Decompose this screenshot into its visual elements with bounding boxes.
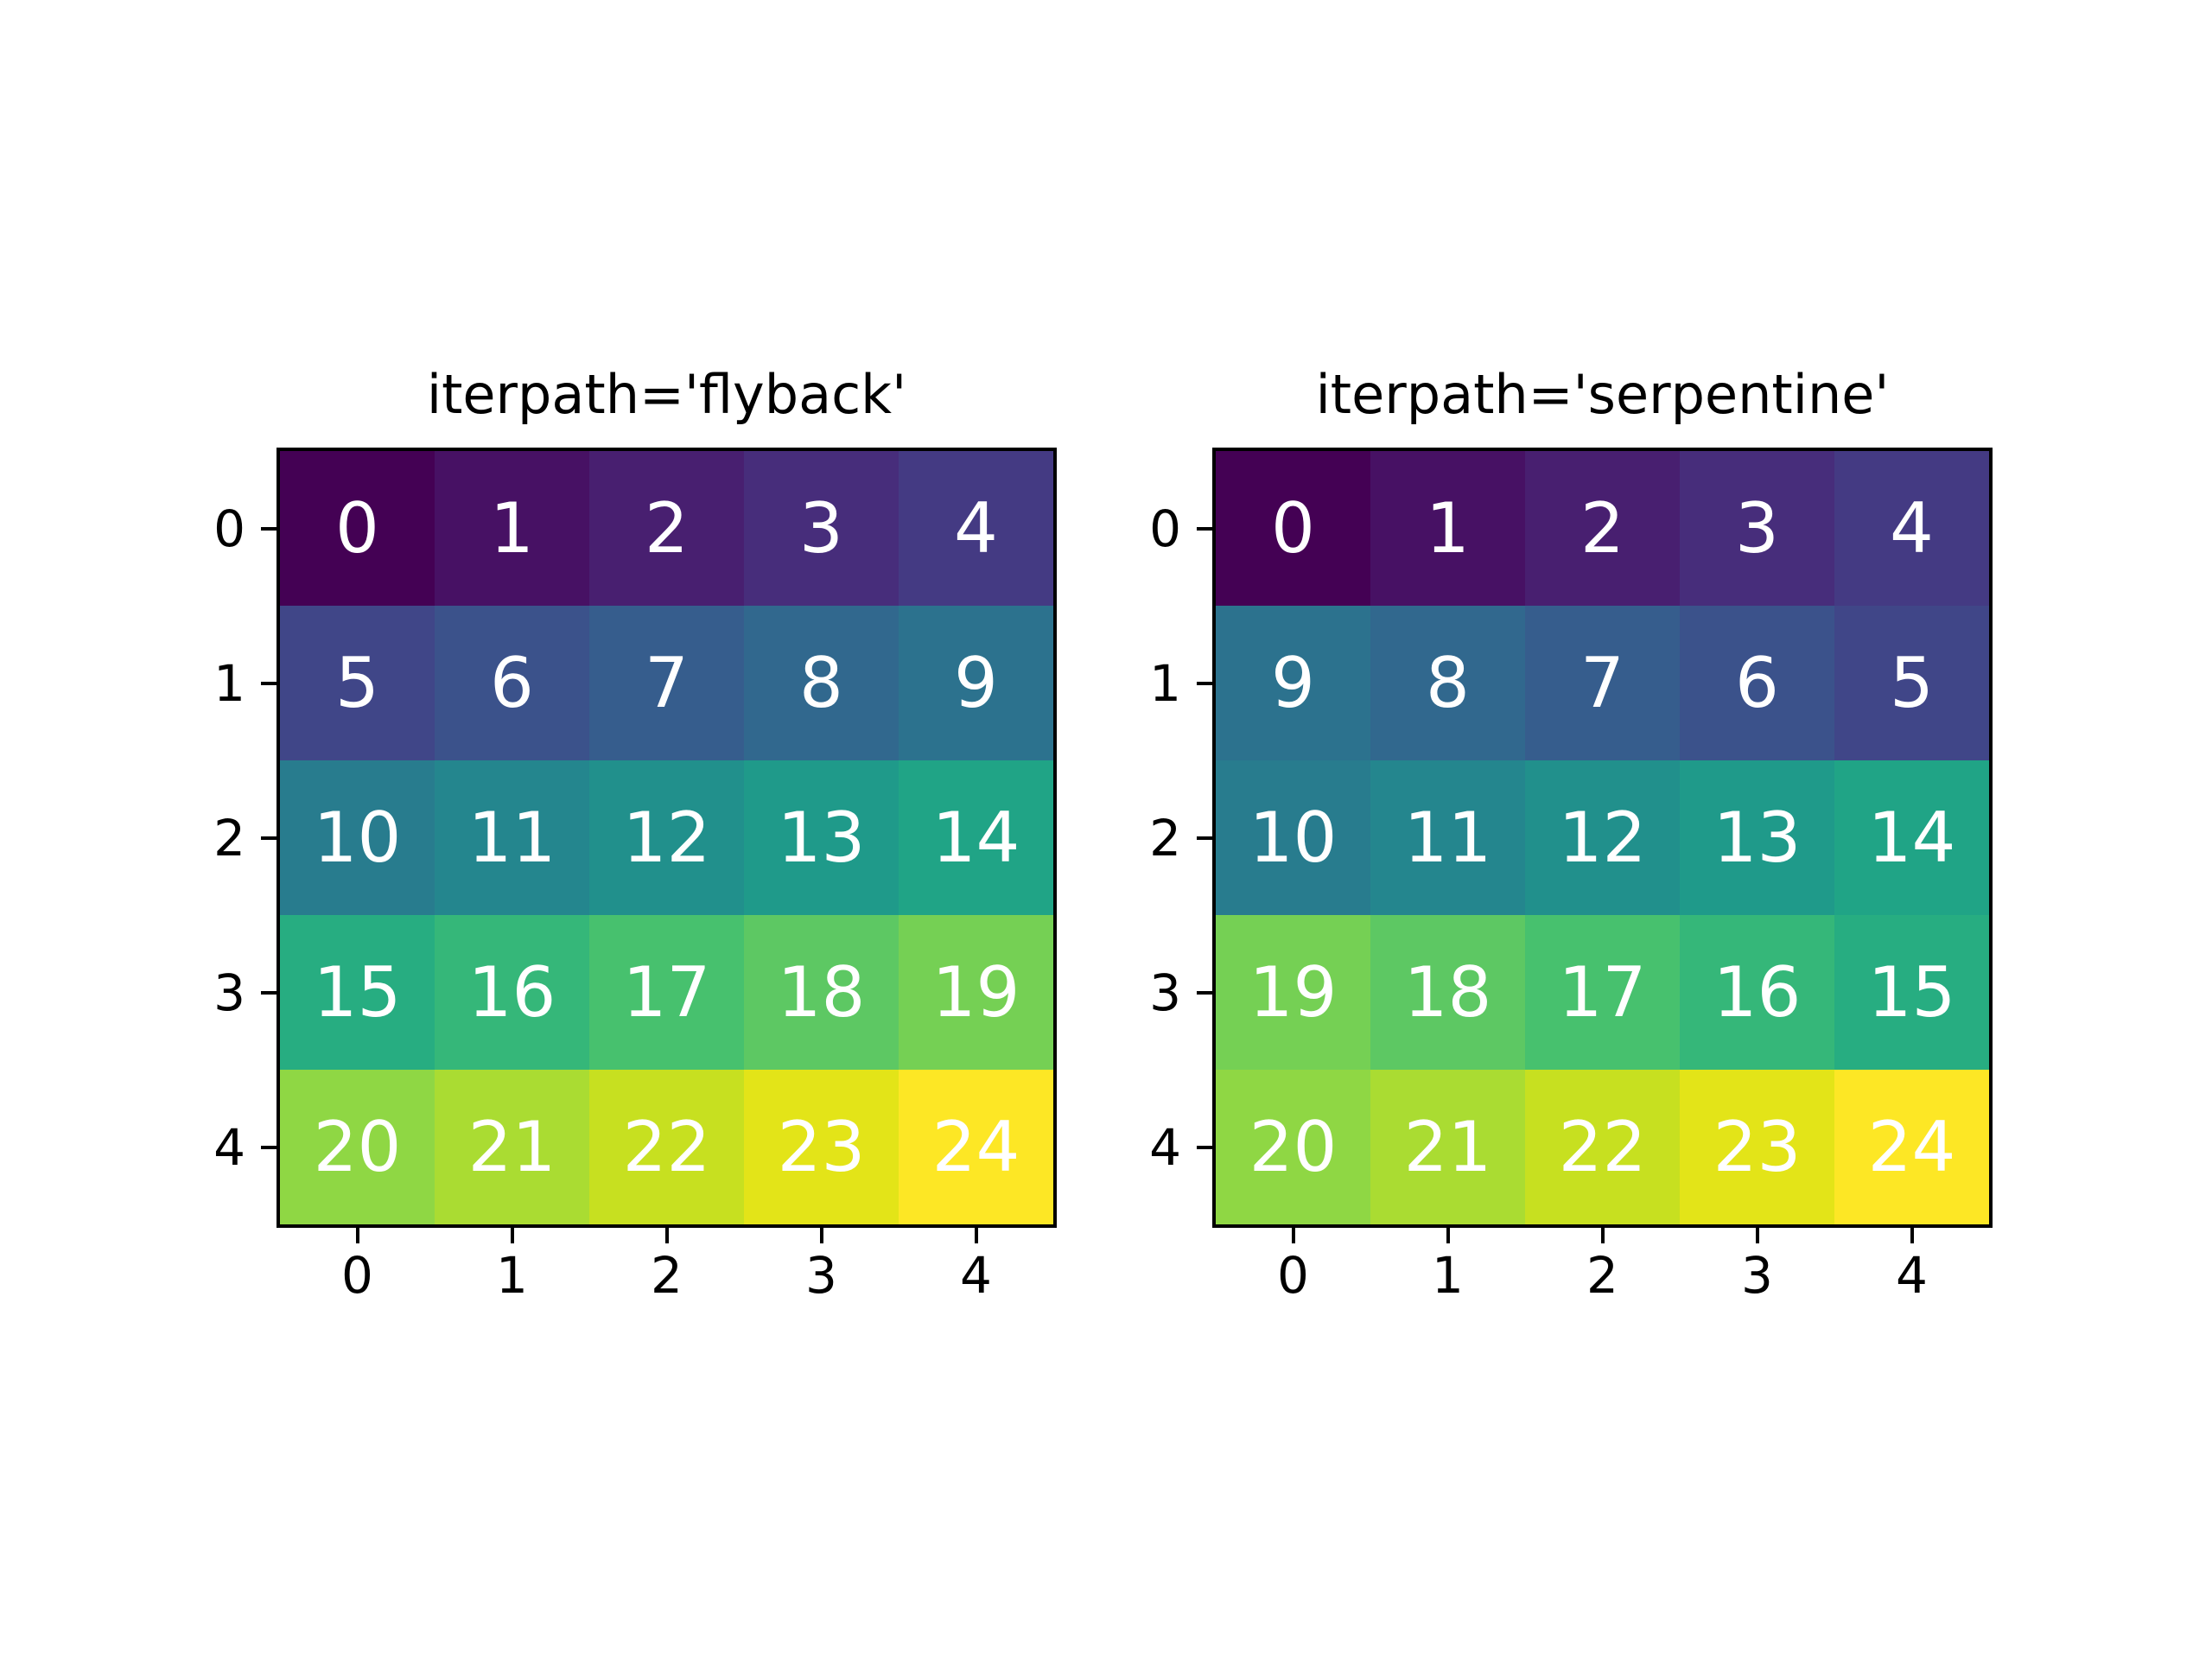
heatmap-cell-r0c0: 0 [1216, 451, 1370, 606]
heatmap-cell-r2c1: 11 [1370, 760, 1525, 915]
heatmap-cell-r1c3: 6 [1680, 606, 1834, 760]
x-tick [1446, 1228, 1450, 1243]
heatmap-cell-r4c2: 22 [589, 1070, 744, 1224]
x-tick [355, 1228, 359, 1243]
serpentine-plot-title: iterpath='serpentine' [1315, 363, 1890, 426]
heatmap-cell-r0c1: 1 [435, 451, 589, 606]
heatmap-cell-r2c0: 10 [1216, 760, 1370, 915]
heatmap-cell-r4c4: 24 [1834, 1070, 1989, 1224]
y-tick-label: 4 [213, 1117, 245, 1177]
heatmap-cell-r4c3: 23 [744, 1070, 899, 1224]
x-tick-label: 2 [651, 1246, 683, 1305]
x-tick-label: 4 [960, 1246, 992, 1305]
heatmap-cell-r2c0: 10 [280, 760, 435, 915]
x-tick [974, 1228, 978, 1243]
heatmap-cell-r4c2: 22 [1525, 1070, 1680, 1224]
x-tick-label: 0 [341, 1246, 373, 1305]
heatmap-cell-r0c3: 3 [1680, 451, 1834, 606]
y-tick [1197, 990, 1212, 995]
y-tick-label: 3 [213, 963, 245, 1022]
heatmap-cell-r0c4: 4 [1834, 451, 1989, 606]
heatmap-cell-r3c3: 16 [1680, 915, 1834, 1070]
heatmap-cell-r1c2: 7 [589, 606, 744, 760]
heatmap-cell-r0c4: 4 [899, 451, 1053, 606]
y-tick [261, 990, 276, 995]
x-tick [664, 1228, 669, 1243]
heatmap-cell-r4c3: 23 [1680, 1070, 1834, 1224]
x-tick-label: 3 [805, 1246, 837, 1305]
heatmap-cell-r3c4: 15 [1834, 915, 1989, 1070]
x-tick-label: 0 [1277, 1246, 1309, 1305]
y-tick-label: 0 [1149, 499, 1181, 558]
y-tick [1197, 681, 1212, 685]
y-tick-label: 2 [1149, 808, 1181, 868]
x-tick [1291, 1228, 1295, 1243]
x-tick [510, 1228, 514, 1243]
y-tick-label: 1 [1149, 653, 1181, 713]
x-tick [1600, 1228, 1605, 1243]
y-tick-label: 0 [213, 499, 245, 558]
heatmap-cell-r1c0: 9 [1216, 606, 1370, 760]
heatmap-cell-r1c2: 7 [1525, 606, 1680, 760]
x-tick-label: 1 [1432, 1246, 1464, 1305]
y-tick [261, 526, 276, 531]
heatmap-cell-r4c0: 20 [1216, 1070, 1370, 1224]
heatmap-cell-r2c1: 11 [435, 760, 589, 915]
heatmap-cell-r4c1: 21 [435, 1070, 589, 1224]
x-tick-label: 3 [1741, 1246, 1773, 1305]
flyback-plot-title: iterpath='flyback' [426, 363, 907, 426]
heatmap-cell-r2c3: 13 [1680, 760, 1834, 915]
heatmap-cell-r0c0: 0 [280, 451, 435, 606]
heatmap-cell-r1c4: 9 [899, 606, 1053, 760]
heatmap-cell-r0c2: 2 [1525, 451, 1680, 606]
heatmap-cell-r3c2: 17 [589, 915, 744, 1070]
heatmap-cell-r4c4: 24 [899, 1070, 1053, 1224]
heatmap-cell-r2c2: 12 [589, 760, 744, 915]
x-tick [1755, 1228, 1759, 1243]
flyback-axes: 0 1 2 3 4 5 6 7 8 9 10 11 12 13 14 15 16 17 18 19 20 21 22 23 24… [213, 448, 1057, 1300]
heatmap-cell-r3c1: 18 [1370, 915, 1525, 1070]
serpentine-plot: iterpath='serpentine' 0 1 2 3 4 9 8 7 6 5 10 11 12 13… [1149, 0, 1993, 1659]
heatmap-cell-r4c1: 21 [1370, 1070, 1525, 1224]
serpentine-heatmap-grid: 0 1 2 3 4 9 8 7 6 5 10 11 12 13 14 19 18 17 16 15 20 21 22 23 24 [1216, 451, 1989, 1224]
heatmap-cell-r0c3: 3 [744, 451, 899, 606]
x-tick-label: 1 [496, 1246, 528, 1305]
y-tick-label: 1 [213, 653, 245, 713]
y-tick [261, 1145, 276, 1149]
heatmap-cell-r1c4: 5 [1834, 606, 1989, 760]
heatmap-cell-r1c3: 8 [744, 606, 899, 760]
x-tick-label: 2 [1586, 1246, 1618, 1305]
heatmap-cell-r1c1: 8 [1370, 606, 1525, 760]
heatmap-cell-r4c0: 20 [280, 1070, 435, 1224]
heatmap-cell-r3c1: 16 [435, 915, 589, 1070]
y-tick [1197, 836, 1212, 840]
heatmap-cell-r0c1: 1 [1370, 451, 1525, 606]
heatmap-cell-r3c4: 19 [899, 915, 1053, 1070]
heatmap-cell-r3c3: 18 [744, 915, 899, 1070]
y-tick-label: 3 [1149, 963, 1181, 1022]
y-tick [261, 836, 276, 840]
heatmap-cell-r1c1: 6 [435, 606, 589, 760]
heatmap-cell-r3c0: 19 [1216, 915, 1370, 1070]
flyback-heatmap-grid: 0 1 2 3 4 5 6 7 8 9 10 11 12 13 14 15 16 17 18 19 20 21 22 23 24 [280, 451, 1053, 1224]
x-tick-label: 4 [1896, 1246, 1928, 1305]
y-tick-label: 2 [213, 808, 245, 868]
heatmap-cell-r2c3: 13 [744, 760, 899, 915]
flyback-plot: iterpath='flyback' 0 1 2 3 4 5 6 7 8 9 10 11 12 13 14 1… [213, 0, 1057, 1659]
heatmap-cell-r0c2: 2 [589, 451, 744, 606]
heatmap-cell-r1c0: 5 [280, 606, 435, 760]
y-tick-label: 4 [1149, 1117, 1181, 1177]
heatmap-cell-r2c2: 12 [1525, 760, 1680, 915]
serpentine-axes: 0 1 2 3 4 9 8 7 6 5 10 11 12 13 14 19 18 17 16 15 20 21 22 23 24… [1149, 448, 1993, 1300]
y-tick [1197, 526, 1212, 531]
y-tick [1197, 1145, 1212, 1149]
x-tick [819, 1228, 823, 1243]
y-tick [261, 681, 276, 685]
heatmap-cell-r2c4: 14 [899, 760, 1053, 915]
x-tick [1910, 1228, 1914, 1243]
heatmap-cell-r3c0: 15 [280, 915, 435, 1070]
heatmap-cell-r3c2: 17 [1525, 915, 1680, 1070]
heatmap-cell-r2c4: 14 [1834, 760, 1989, 915]
